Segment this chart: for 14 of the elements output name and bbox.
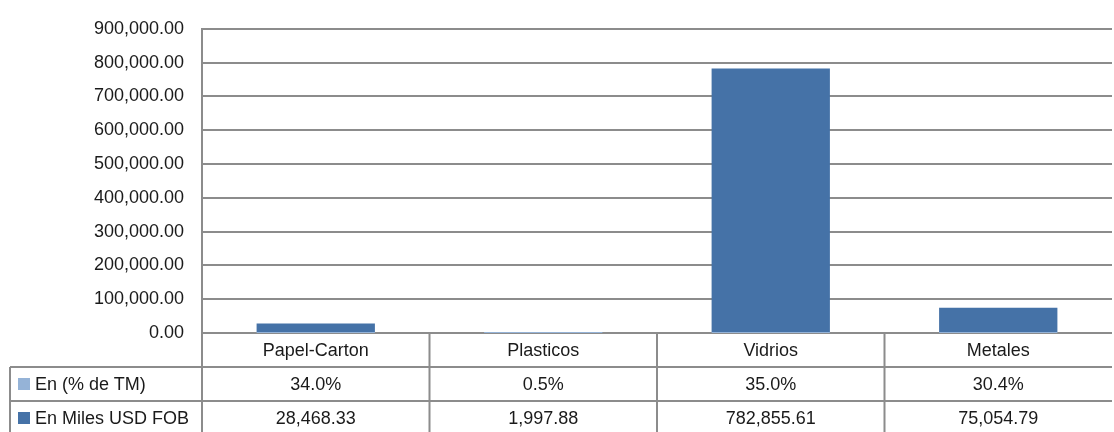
y-tick-label: 900,000.00 <box>93 17 184 38</box>
y-tick-label: 800,000.00 <box>93 51 184 72</box>
x-tick-label: Metales <box>966 339 1030 360</box>
y-tick-label: 100,000.00 <box>93 288 184 309</box>
x-tick-label: Plasticos <box>507 339 580 360</box>
y-tick-label: 0.00 <box>148 321 184 342</box>
y-tick-label: 300,000.00 <box>93 220 184 241</box>
y-tick-label: 600,000.00 <box>93 119 184 140</box>
x-tick-label: Papel-Carton <box>262 339 369 360</box>
y-tick-label: 700,000.00 <box>93 85 184 106</box>
x-tick-label: Vidrios <box>743 339 799 360</box>
y-tick-label: 400,000.00 <box>93 186 184 207</box>
y-tick-label: 200,000.00 <box>93 254 184 275</box>
y-tick-label: 500,000.00 <box>93 152 184 173</box>
